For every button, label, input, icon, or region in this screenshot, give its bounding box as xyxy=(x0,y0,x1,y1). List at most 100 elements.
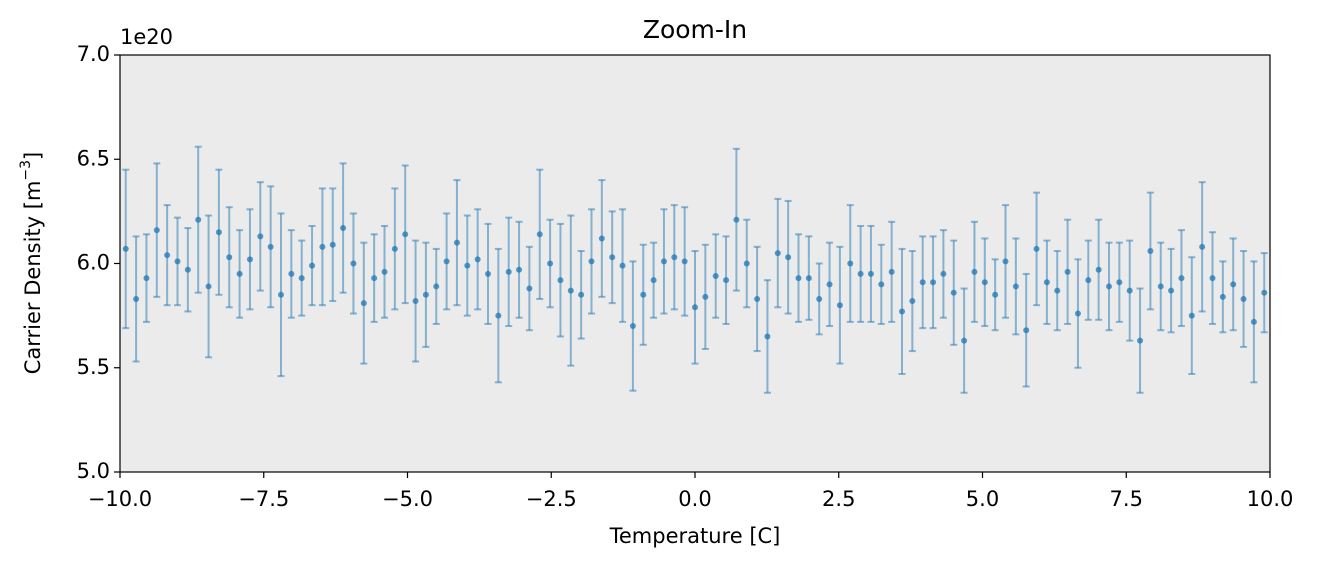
data-point xyxy=(267,243,274,250)
data-point xyxy=(340,225,347,232)
data-point xyxy=(319,243,326,250)
data-point xyxy=(836,302,843,309)
data-point xyxy=(1116,279,1123,286)
data-point xyxy=(1250,318,1257,325)
y-tick-label: 7.0 xyxy=(77,42,110,66)
data-point xyxy=(1230,281,1237,288)
data-point xyxy=(981,279,988,286)
data-point xyxy=(640,291,647,298)
data-point xyxy=(422,291,429,298)
data-point xyxy=(557,277,564,284)
data-point xyxy=(547,260,554,267)
data-point xyxy=(650,277,657,284)
data-point xyxy=(1064,268,1071,275)
data-point xyxy=(692,304,698,311)
data-point xyxy=(785,254,792,261)
data-point xyxy=(712,273,719,280)
data-point xyxy=(1074,310,1081,317)
data-point xyxy=(412,298,419,305)
data-point xyxy=(578,291,585,298)
data-point xyxy=(971,268,978,275)
data-point xyxy=(1085,277,1092,284)
y-tick-label: 6.5 xyxy=(77,146,110,170)
data-point xyxy=(443,258,450,265)
data-point xyxy=(1157,283,1164,290)
x-tick-label: −7.5 xyxy=(238,487,289,511)
data-point xyxy=(236,270,243,277)
data-point xyxy=(940,270,947,277)
plot-frame xyxy=(119,54,1271,473)
data-point xyxy=(857,270,864,277)
x-tick-label: 2.5 xyxy=(822,487,855,511)
x-tick-label: 10.0 xyxy=(1247,487,1294,511)
data-point xyxy=(402,231,409,238)
scale-label: 1e20 xyxy=(120,25,173,49)
data-point xyxy=(1095,266,1102,273)
data-point xyxy=(1209,275,1216,282)
data-point xyxy=(329,241,336,248)
data-point xyxy=(1002,258,1009,265)
data-point xyxy=(453,239,460,246)
y-label-text: Carrier Density [m xyxy=(21,181,45,375)
data-point xyxy=(598,235,605,242)
data-point xyxy=(1188,312,1195,319)
y-axis-label: Carrier Density [m−3] xyxy=(18,152,45,375)
data-point xyxy=(867,270,874,277)
data-point xyxy=(433,283,440,290)
data-point xyxy=(1219,293,1226,300)
data-point xyxy=(205,283,212,290)
data-point xyxy=(298,275,305,282)
data-point xyxy=(215,229,222,236)
data-point xyxy=(1023,327,1030,334)
data-point xyxy=(526,285,533,292)
data-point xyxy=(360,300,367,307)
data-point xyxy=(1199,243,1206,250)
data-point xyxy=(681,258,688,265)
data-point xyxy=(1240,295,1247,302)
data-point xyxy=(309,262,316,269)
data-point xyxy=(516,266,523,273)
data-point xyxy=(588,258,595,265)
data-point xyxy=(723,277,730,284)
data-point xyxy=(671,254,678,261)
data-point xyxy=(660,258,667,265)
data-point xyxy=(164,252,171,259)
data-point xyxy=(371,275,378,282)
data-point xyxy=(505,268,512,275)
x-tick-label: 0.0 xyxy=(678,487,711,511)
data-point xyxy=(743,260,750,267)
data-point xyxy=(888,268,895,275)
chart-title: Zoom-In xyxy=(643,15,747,44)
data-point xyxy=(629,323,636,330)
data-point xyxy=(226,254,233,261)
data-point xyxy=(1178,275,1185,282)
data-point xyxy=(609,254,616,261)
data-point xyxy=(143,275,150,282)
data-point xyxy=(1147,247,1154,254)
x-tick-label: −2.5 xyxy=(526,487,577,511)
data-point xyxy=(992,291,999,298)
data-point xyxy=(567,287,574,294)
x-axis-label: Temperature [C] xyxy=(609,524,781,548)
data-point xyxy=(774,250,781,257)
data-point xyxy=(288,270,295,277)
data-point xyxy=(805,275,812,282)
y-tick-label: 6.0 xyxy=(77,251,110,275)
data-point xyxy=(485,270,491,277)
data-point xyxy=(122,245,129,252)
data-point xyxy=(816,295,823,302)
data-point xyxy=(733,216,740,223)
data-point xyxy=(847,260,854,267)
data-point xyxy=(1012,283,1019,290)
data-point xyxy=(381,268,388,275)
data-point xyxy=(1261,289,1268,296)
data-point xyxy=(795,275,802,282)
data-point xyxy=(961,337,968,344)
x-tick-label: −5.0 xyxy=(382,487,433,511)
data-point xyxy=(826,281,833,288)
data-point xyxy=(246,256,253,263)
data-point xyxy=(909,298,916,305)
data-point xyxy=(1106,283,1112,290)
data-point xyxy=(702,293,709,300)
